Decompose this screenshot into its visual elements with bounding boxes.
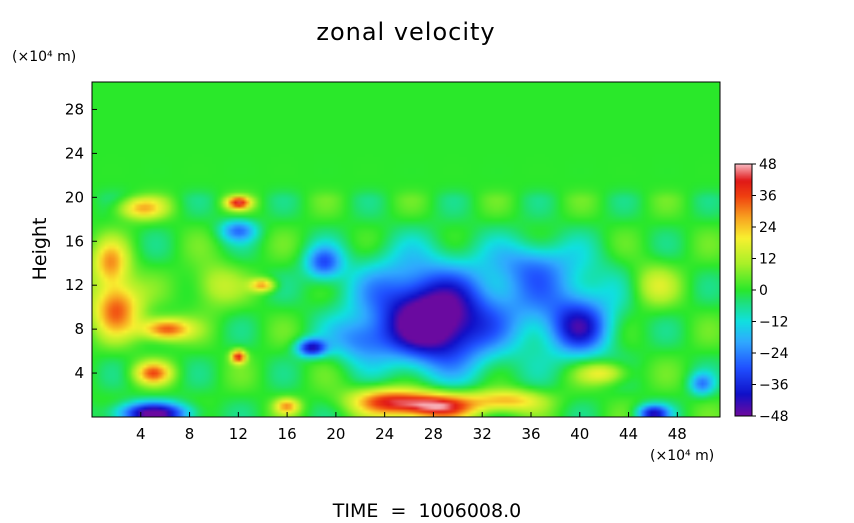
x-unit-label: (×10⁴ m) <box>650 448 714 464</box>
y-axis-ticks: 4 8 12 16 20 24 28 <box>65 100 97 382</box>
y-unit-label: (×10⁴ m) <box>12 49 76 65</box>
y-tick-label: 12 <box>65 276 84 294</box>
colorbar: 48 36 24 12 0 −12 −24 −36 −48 <box>734 157 789 425</box>
x-tick-label: 20 <box>326 425 345 443</box>
colorbar-tick-label: 48 <box>759 157 777 173</box>
x-tick-label: 12 <box>229 425 248 443</box>
heatmap-image <box>92 82 720 417</box>
y-tick-label: 24 <box>65 144 84 162</box>
y-tick-label: 28 <box>65 100 84 118</box>
x-tick-label: 48 <box>668 425 687 443</box>
colorbar-tick-label: −24 <box>759 346 789 362</box>
x-tick-label: 16 <box>278 425 297 443</box>
y-tick-label: 16 <box>65 232 84 250</box>
y-tick-label: 20 <box>65 188 84 206</box>
x-tick-label: 4 <box>136 425 146 443</box>
plot-frame <box>91 81 721 418</box>
colorbar-tick-label: −36 <box>759 378 789 394</box>
x-tick-label: 40 <box>570 425 589 443</box>
x-tick-label: 28 <box>424 425 443 443</box>
y-axis-label: Height <box>29 218 51 281</box>
colorbar-tick-label: −12 <box>759 315 789 331</box>
plot-area <box>91 81 721 418</box>
x-tick-label: 44 <box>619 425 638 443</box>
y-tick-label: 8 <box>74 320 84 338</box>
colorbar-tick-label: 24 <box>759 220 777 236</box>
x-axis-ticks: 4 8 12 16 20 24 28 32 36 40 44 48 <box>136 412 687 443</box>
colorbar-ticks: 48 36 24 12 0 −12 −24 −36 −48 <box>752 157 789 425</box>
x-tick-label: 32 <box>473 425 492 443</box>
colorbar-gradient <box>735 164 752 416</box>
chart-title: zonal velocity <box>316 18 495 46</box>
colorbar-tick-label: 0 <box>759 283 768 299</box>
x-tick-label: 8 <box>185 425 195 443</box>
colorbar-tick-label: −48 <box>759 409 789 425</box>
y-tick-label: 4 <box>74 364 84 382</box>
x-tick-label: 24 <box>375 425 394 443</box>
colorbar-tick-label: 36 <box>759 189 777 205</box>
time-footer: TIME = 1006008.0 <box>332 500 521 519</box>
x-tick-label: 36 <box>521 425 540 443</box>
colorbar-tick-label: 12 <box>759 252 777 268</box>
